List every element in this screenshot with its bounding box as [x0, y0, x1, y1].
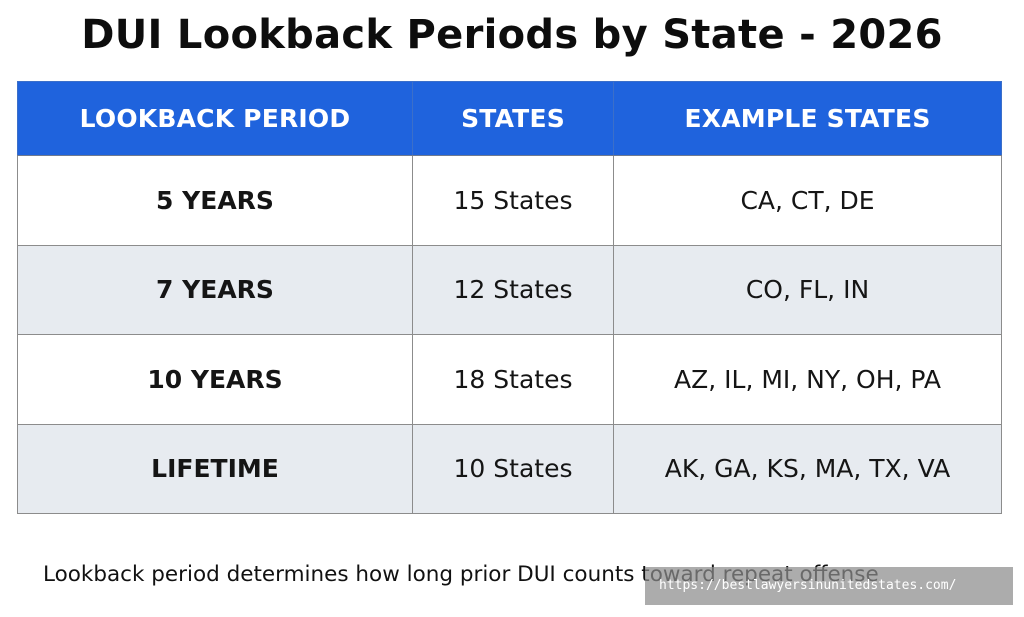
state-count-cell: 15 States [412, 155, 614, 246]
column-header-lookback-period: LOOKBACK PERIOD [17, 81, 413, 156]
page-title: DUI Lookback Periods by State - 2026 [81, 12, 943, 58]
example-states-cell: CA, CT, DE [613, 155, 1002, 246]
example-states-cell: AK, GA, KS, MA, TX, VA [613, 423, 1002, 514]
table-row: LIFETIME 10 States AK, GA, KS, MA, TX, V… [17, 423, 1002, 514]
table-row: 10 YEARS 18 States AZ, IL, MI, NY, OH, P… [17, 334, 1002, 425]
lookback-period-cell: 7 YEARS [17, 244, 413, 335]
column-header-states: STATES [412, 81, 614, 156]
column-header-example-states: EXAMPLE STATES [613, 81, 1002, 156]
example-states-cell: CO, FL, IN [613, 244, 1002, 335]
lookback-period-cell: 5 YEARS [17, 155, 413, 246]
table-row: 5 YEARS 15 States CA, CT, DE [17, 155, 1002, 246]
state-count-cell: 10 States [412, 423, 614, 514]
state-count-cell: 18 States [412, 334, 614, 425]
state-count-cell: 12 States [412, 244, 614, 335]
lookback-period-cell: LIFETIME [17, 423, 413, 514]
table-header-row: LOOKBACK PERIOD STATES EXAMPLE STATES [17, 81, 1002, 156]
example-states-cell: AZ, IL, MI, NY, OH, PA [613, 334, 1002, 425]
table-row: 7 YEARS 12 States CO, FL, IN [17, 244, 1002, 335]
source-url-watermark: https://bestlawyersinunitedstates.com/ [645, 567, 1013, 605]
lookback-period-cell: 10 YEARS [17, 334, 413, 425]
lookback-table: LOOKBACK PERIOD STATES EXAMPLE STATES 5 … [17, 81, 1002, 514]
lookback-table-container: LOOKBACK PERIOD STATES EXAMPLE STATES 5 … [17, 81, 1002, 514]
